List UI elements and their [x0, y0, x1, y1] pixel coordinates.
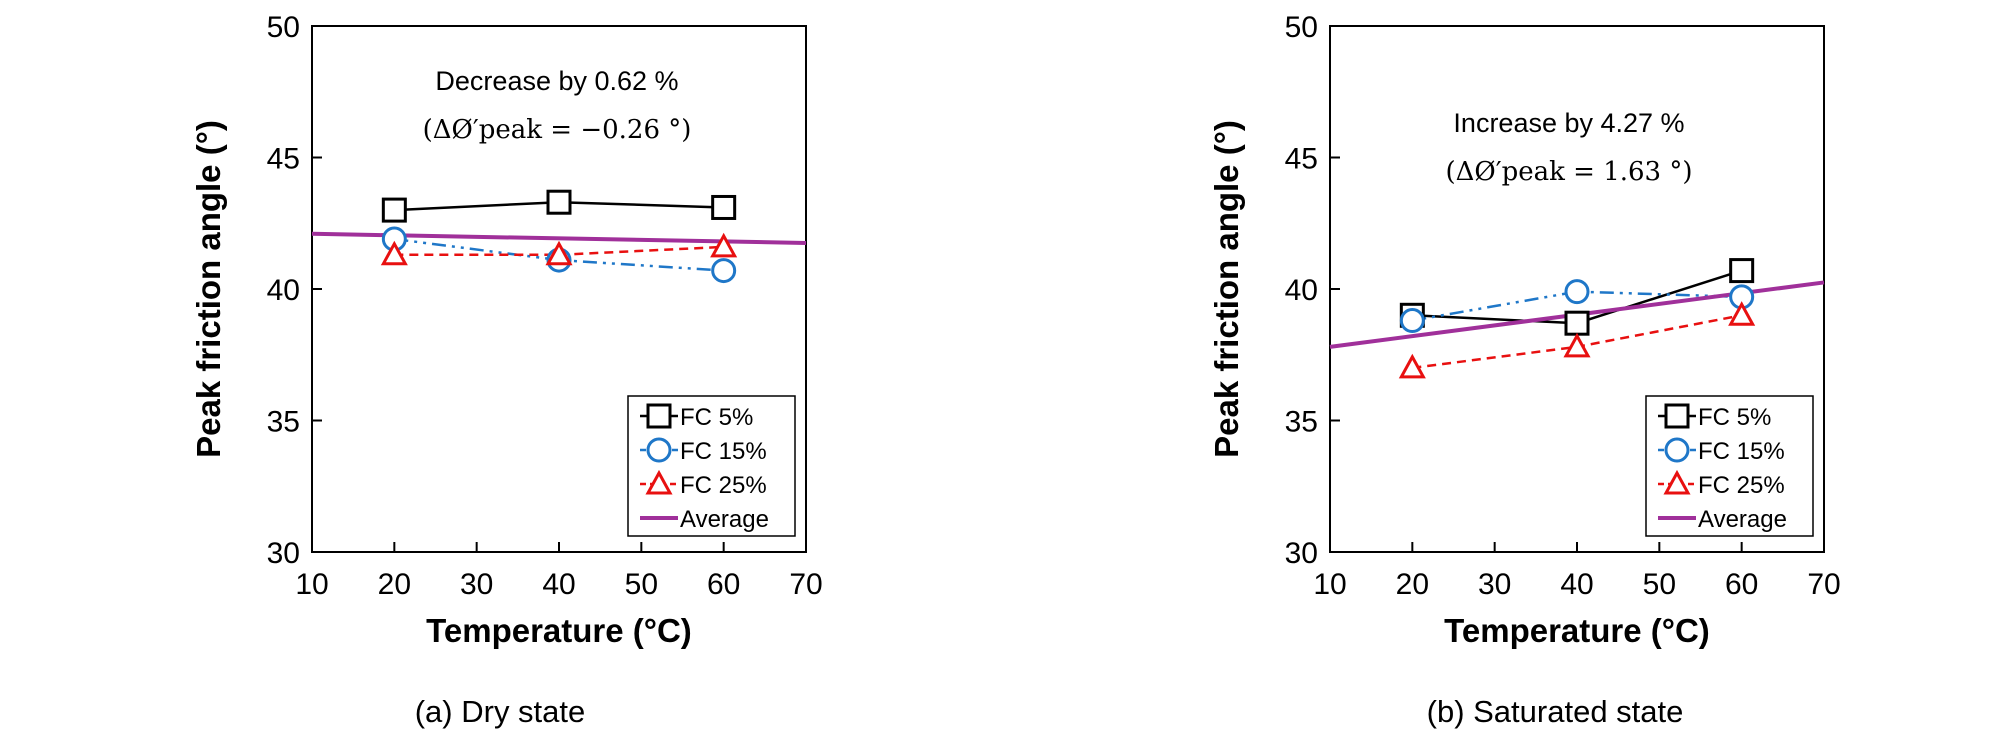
y-tick-label: 35 — [1285, 406, 1318, 439]
data-point-triangle — [1563, 332, 1591, 358]
series-line-circle — [1412, 290, 1742, 322]
legend-label: FC 25% — [1698, 472, 1785, 499]
x-tick-label: 40 — [1560, 568, 1593, 601]
x-tick-label: 50 — [1643, 568, 1676, 601]
series-line-circle — [394, 237, 724, 272]
legend-label: Average — [680, 506, 769, 533]
data-point-triangle — [545, 240, 573, 266]
y-tick-label: 45 — [1285, 143, 1318, 176]
series-line-triangle — [394, 245, 724, 257]
x-axis-title: Temperature (°C) — [1444, 612, 1710, 649]
legend-marker-square — [646, 403, 672, 429]
data-point-triangle — [1728, 301, 1756, 326]
x-tick-label: 50 — [625, 568, 658, 601]
chart-panel-saturated: 30 35 40 45 50 10 20 30 40 50 60 70 Temperature (°C)… — [1208, 11, 1841, 729]
x-tick-label: 10 — [295, 568, 328, 601]
y-tick-label: 35 — [267, 406, 300, 439]
x-tick-label: 30 — [1478, 568, 1511, 601]
legend-marker-triangle — [645, 469, 673, 495]
legend-label: FC 5% — [1698, 404, 1771, 431]
legend-marker-circle — [1664, 437, 1690, 463]
legend-marker-triangle — [1663, 469, 1691, 495]
legend-label: FC 15% — [1698, 438, 1785, 465]
data-point-circle — [1399, 308, 1425, 334]
y-axis-title: Peak friction angle (°) — [1208, 120, 1245, 458]
x-tick-label: 40 — [542, 568, 575, 601]
annotation-change: Increase by 4.27 % — [1453, 108, 1684, 138]
legend-label: Average — [1698, 506, 1787, 533]
x-axis-title: Temperature (°C) — [426, 612, 692, 649]
data-point-triangle — [1398, 353, 1426, 379]
panel-caption: (a) Dry state — [415, 694, 586, 729]
x-tick-label: 20 — [378, 568, 411, 601]
data-point-square — [546, 189, 572, 215]
annotation-change: Decrease by 0.62 % — [435, 66, 678, 96]
y-tick-label: 45 — [267, 143, 300, 176]
x-tick-label: 10 — [1313, 568, 1346, 601]
data-point-circle — [711, 258, 737, 284]
y-tick-label: 30 — [267, 537, 300, 570]
legend-label: FC 5% — [680, 404, 753, 431]
x-tick-label: 20 — [1396, 568, 1429, 601]
legend-label: FC 25% — [680, 472, 767, 499]
legend-label: FC 15% — [680, 438, 767, 465]
y-tick-label: 50 — [1285, 11, 1318, 44]
y-axis-title: Peak friction angle (°) — [190, 120, 227, 458]
y-tick-label: 30 — [1285, 537, 1318, 570]
annotation-delta: (ΔØ′peak = 1.63 °) — [1445, 157, 1692, 187]
annotation-delta: (ΔØ′peak = −0.26 °) — [423, 115, 692, 145]
data-point-square — [1564, 310, 1590, 336]
legend: FC 5% FC 15% FC 25% Average — [1645, 395, 1814, 537]
legend: FC 5% FC 15% FC 25% Average — [627, 395, 796, 537]
data-point-triangle — [380, 240, 408, 266]
x-tick-label: 70 — [1807, 568, 1840, 601]
data-point-square — [711, 194, 737, 220]
y-tick-label: 40 — [267, 274, 300, 307]
data-point-triangle — [710, 232, 738, 258]
panel-caption: (b) Saturated state — [1427, 694, 1684, 729]
y-tick-label: 40 — [1285, 274, 1318, 307]
data-point-circle — [1564, 279, 1590, 305]
x-tick-label: 70 — [789, 568, 822, 601]
y-tick-label: 50 — [267, 11, 300, 44]
data-point-square — [381, 197, 407, 223]
legend-marker-square — [1664, 403, 1690, 429]
x-tick-label: 30 — [460, 568, 493, 601]
x-tick-label: 60 — [1725, 568, 1758, 601]
legend-marker-circle — [646, 437, 672, 463]
data-point-square — [1729, 258, 1755, 284]
x-tick-label: 60 — [707, 568, 740, 601]
chart-panel-dry: 30 35 40 45 50 10 20 30 40 50 60 70 Temperature (°C)… — [190, 11, 823, 729]
